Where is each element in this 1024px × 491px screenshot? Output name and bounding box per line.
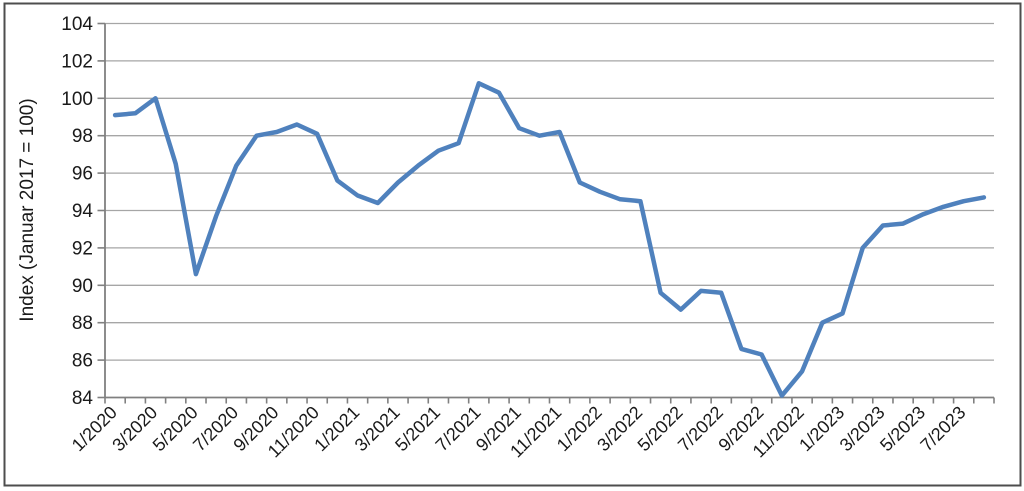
y-axis-tick-label: 86 bbox=[72, 351, 93, 372]
y-axis-tick-labels: 84 86 88 90 92 94 96 98 100 102 104 bbox=[61, 14, 93, 409]
y-axis-tick-label: 92 bbox=[72, 238, 93, 259]
x-axis-tick-label: 5/2021 bbox=[391, 402, 444, 455]
y-axis-tick-label: 88 bbox=[72, 313, 93, 334]
x-axis-ticks bbox=[104, 397, 995, 404]
y-axis-tick-label: 100 bbox=[61, 89, 93, 110]
y-axis-ticks bbox=[97, 22, 105, 399]
series-line bbox=[112, 81, 987, 398]
x-axis-tick-label: 1/2021 bbox=[310, 402, 363, 455]
x-axis-tick-label: 7/2023 bbox=[916, 402, 969, 455]
x-axis-tick-label: 1/2020 bbox=[68, 402, 121, 455]
x-axis-tick-label: 5/2022 bbox=[634, 402, 687, 455]
y-axis-tick-label: 104 bbox=[61, 14, 93, 35]
y-axis-title: Index (Januar 2017 = 100) bbox=[17, 98, 38, 321]
y-axis-tick-label: 96 bbox=[72, 164, 93, 185]
y-axis-tick-label: 102 bbox=[61, 51, 93, 72]
x-axis-tick-label: 3/2020 bbox=[108, 402, 161, 455]
x-axis-tick-label: 7/2020 bbox=[189, 402, 242, 455]
x-axis-tick-label: 3/2022 bbox=[593, 402, 646, 455]
y-axis-tick-label: 90 bbox=[72, 276, 93, 297]
x-axis-tick-label: 1/2022 bbox=[553, 402, 606, 455]
y-axis-tick-label: 84 bbox=[72, 388, 94, 409]
x-axis-tick-label: 7/2021 bbox=[432, 402, 485, 455]
y-axis-tick-label: 98 bbox=[72, 126, 93, 147]
x-axis-tick-label: 3/2023 bbox=[836, 402, 889, 455]
chart-border bbox=[3, 2, 1022, 487]
x-axis-tick-label: 7/2022 bbox=[674, 402, 727, 455]
axes bbox=[104, 23, 994, 399]
y-axis-tick-label: 94 bbox=[72, 201, 94, 222]
x-axis-tick-labels: 1/20203/20205/20207/20209/202011/20201/2… bbox=[68, 402, 970, 461]
x-axis-tick-label: 5/2023 bbox=[876, 402, 929, 455]
gridlines bbox=[105, 22, 994, 361]
x-axis-tick-label: 5/2020 bbox=[149, 402, 202, 455]
x-axis-tick-label: 1/2023 bbox=[795, 402, 848, 455]
x-axis-tick-label: 3/2021 bbox=[351, 402, 404, 455]
